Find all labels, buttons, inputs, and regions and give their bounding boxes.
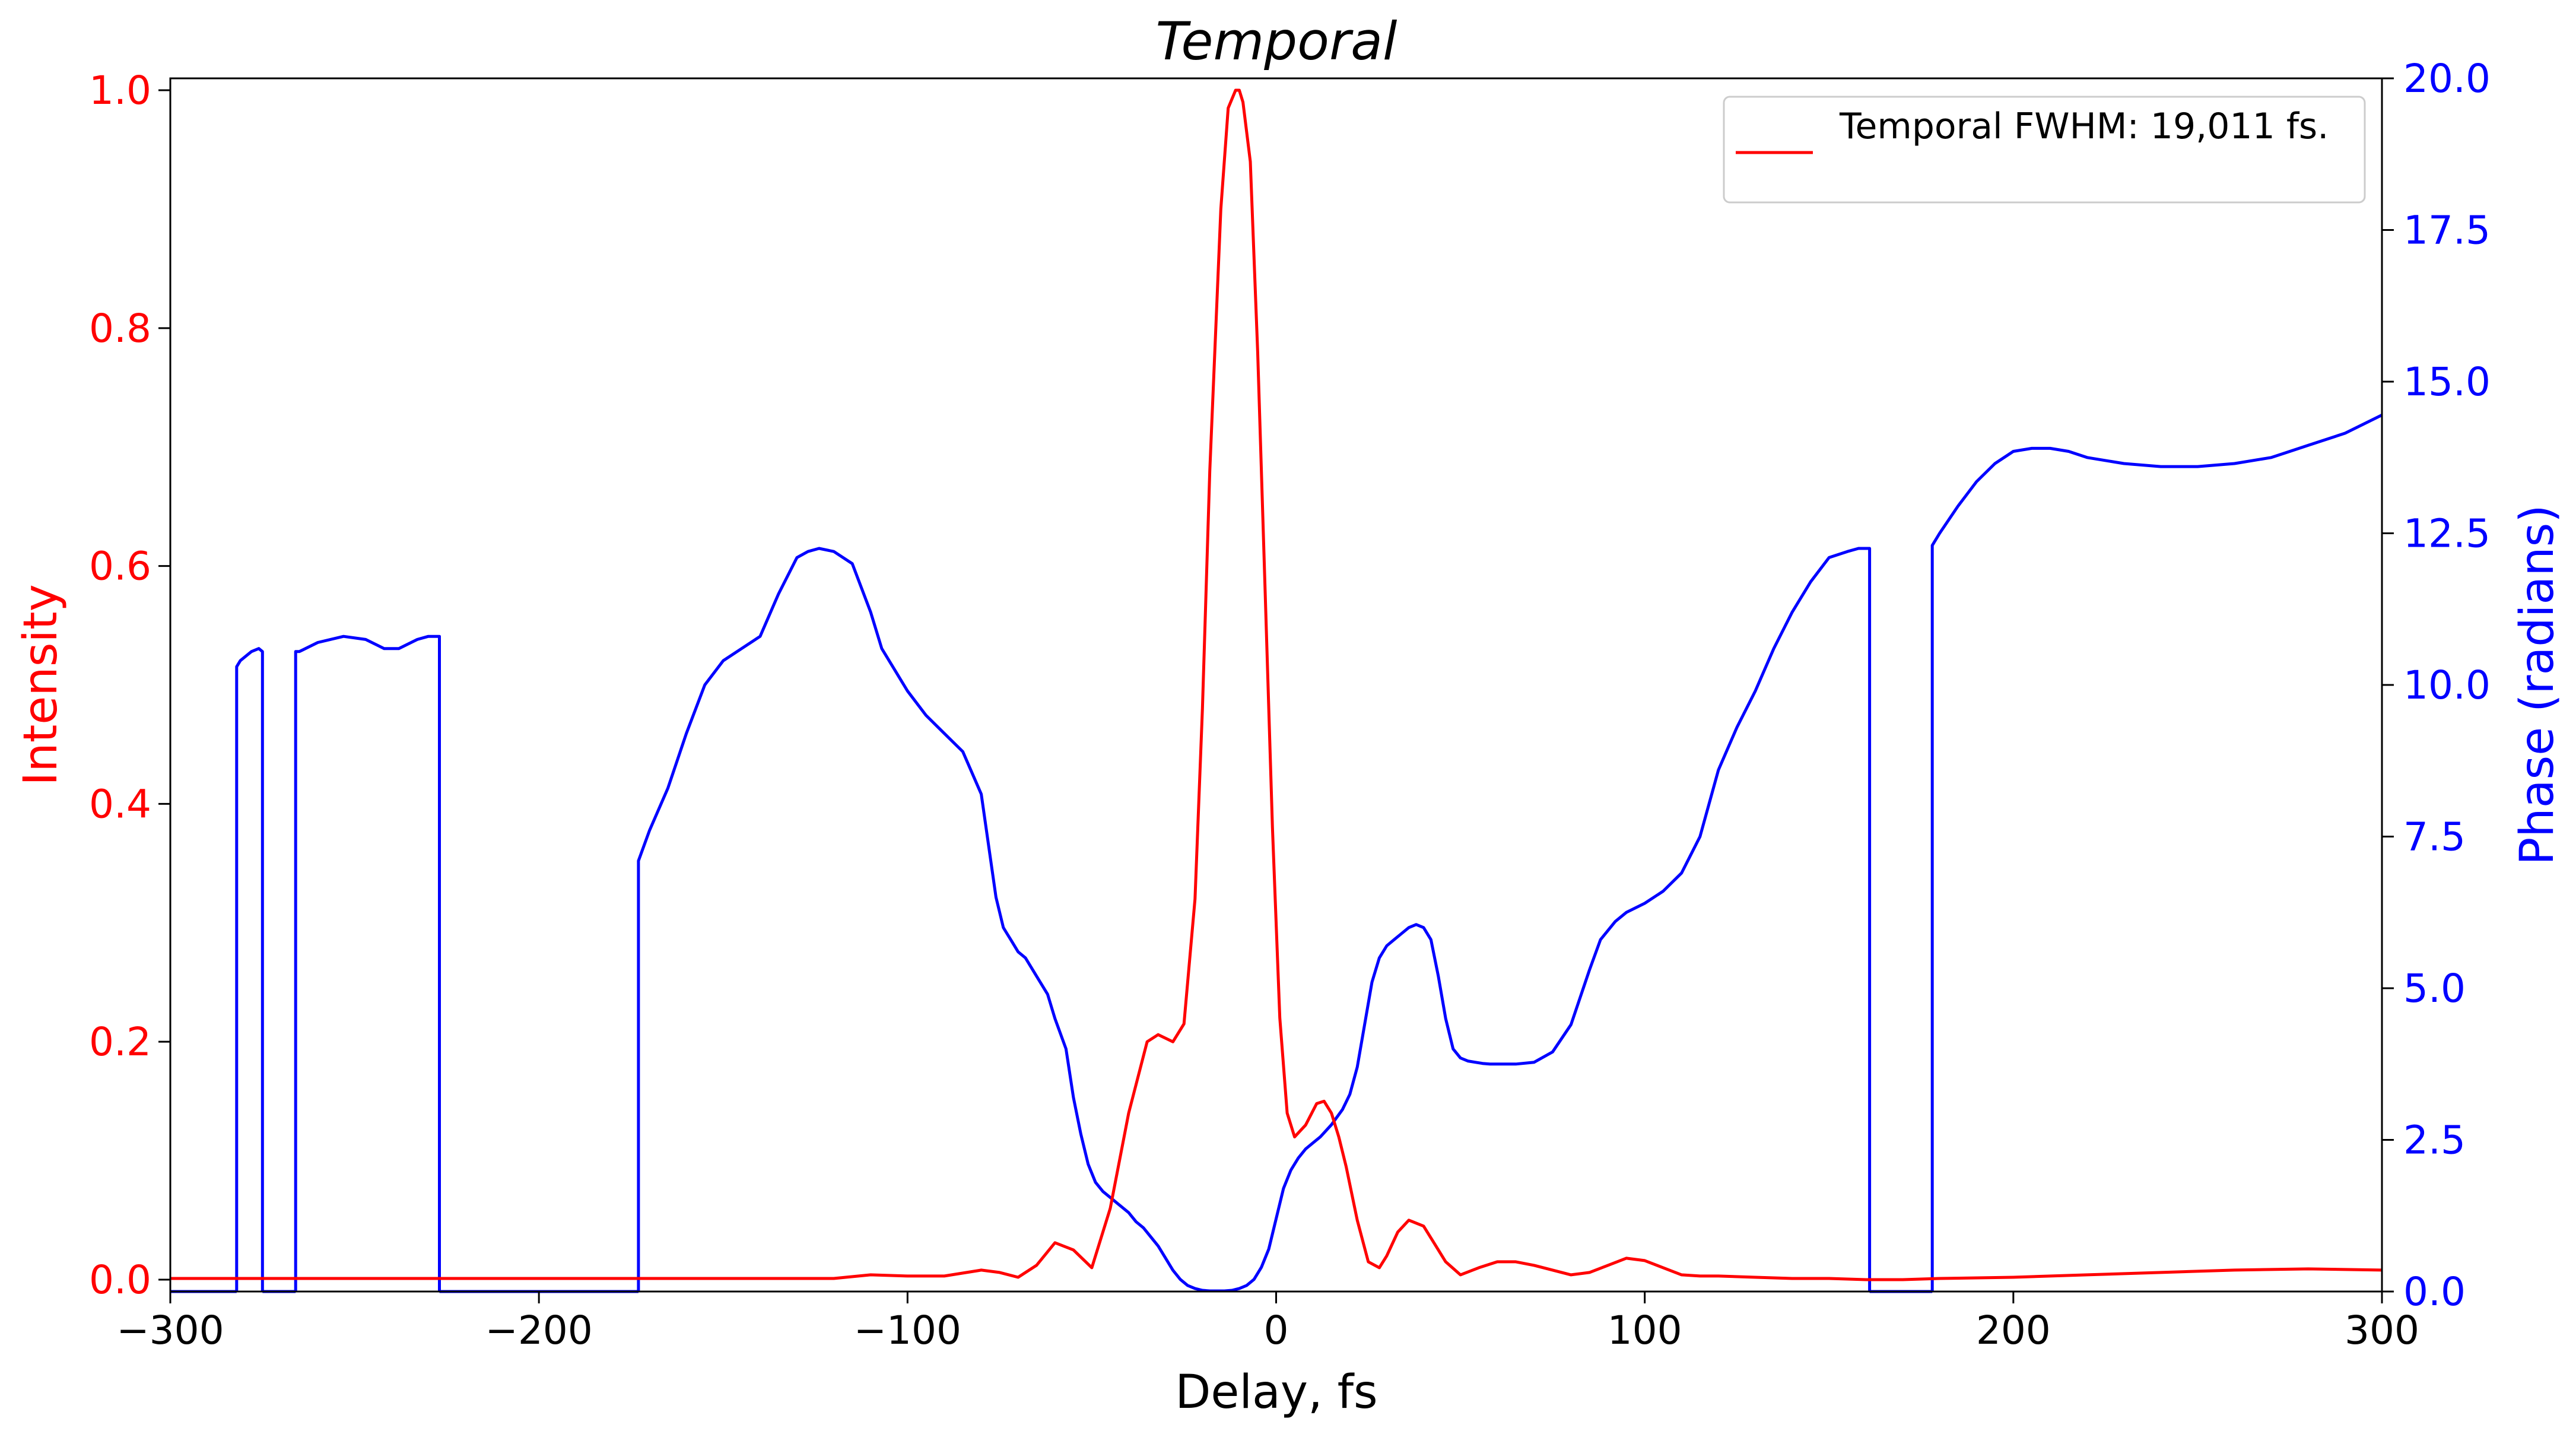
intensity-line: [170, 88, 2383, 1281]
y-right-tick-label: 0.0: [2403, 1269, 2466, 1315]
x-tick-label: 200: [1976, 1308, 2051, 1353]
legend-label-intensity: Temporal FWHM: 19,011 fs.: [1839, 106, 2329, 147]
y-right-tick-label: 10.0: [2403, 662, 2491, 708]
y-right-tick-label: 2.5: [2403, 1118, 2466, 1163]
y-left-tick-label: 0.0: [89, 1257, 151, 1303]
x-tick-label: 300: [2345, 1308, 2419, 1353]
y-left-tick-label: 0.6: [89, 544, 151, 589]
y-right-tick-label: 17.5: [2403, 208, 2491, 253]
x-tick-label: −200: [485, 1308, 593, 1353]
y-left-axis-label: Intensity: [14, 584, 68, 786]
series-layer: [170, 88, 2383, 1293]
x-tick-label: 0: [1264, 1308, 1289, 1353]
y-left-tick-label: 0.8: [89, 306, 151, 351]
chart-title: Temporal: [1156, 11, 1398, 72]
x-axis-label: Delay, fs: [1175, 1366, 1377, 1419]
y-left-tick-label: 0.4: [89, 781, 151, 827]
phase-line-segment-1: [235, 647, 264, 1292]
y-right-tick-label: 20.0: [2403, 56, 2491, 101]
phase-line-segment-5: [637, 547, 1872, 1293]
x-tick-label: −100: [854, 1308, 961, 1353]
y-right-tick-label: 12.5: [2403, 511, 2491, 557]
x-tick-label: 100: [1608, 1308, 1682, 1353]
y-left-tick-label: 0.2: [89, 1019, 151, 1065]
y-right-tick-label: 5.0: [2403, 966, 2466, 1011]
phase-line-segment-7: [1930, 413, 2383, 1292]
y-right-tick-label: 15.0: [2403, 359, 2491, 405]
y-left-tick-label: 1.0: [89, 68, 151, 113]
legend-box: [1723, 96, 2366, 204]
y-right-tick-label: 7.5: [2403, 814, 2466, 860]
plot-frame: [169, 77, 2383, 1293]
tick-layer: −300 −200 −100 0 100 200 3000.00.20.40.60.81.0…: [89, 56, 2491, 1353]
y-right-axis-label: Phase (radians): [2511, 505, 2564, 865]
x-tick-label: −300: [116, 1308, 224, 1353]
legend: Temporal FWHM: 19,011 fs.: [1723, 96, 2366, 204]
phase-line-segment-3: [294, 634, 441, 1292]
